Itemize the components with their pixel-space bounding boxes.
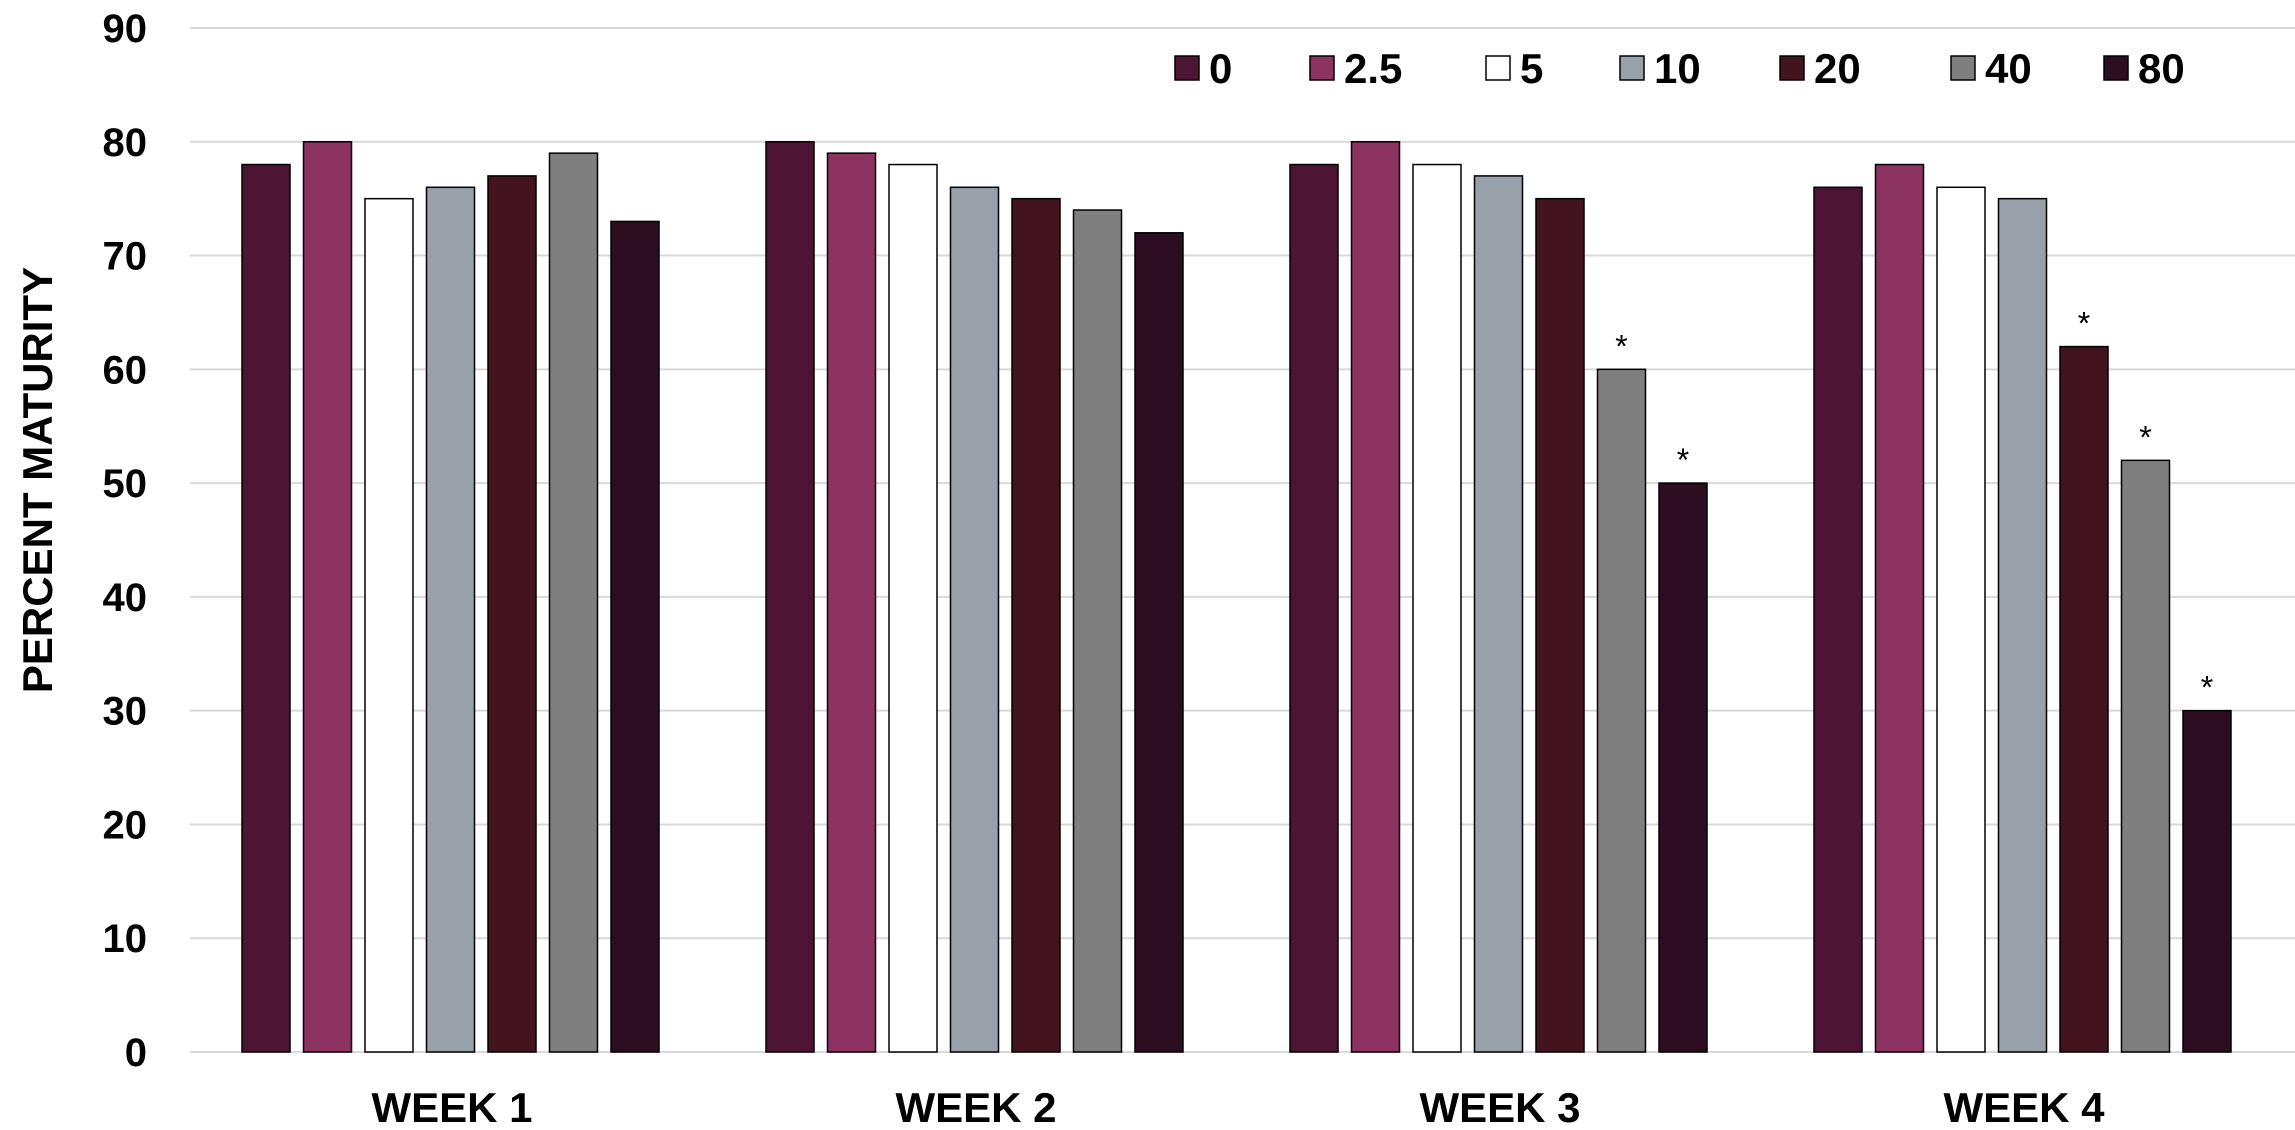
annotation-asterisk: *	[1615, 328, 1627, 364]
legend-label: 20	[1814, 45, 1861, 92]
bar	[1289, 163, 1339, 1053]
bar	[1072, 209, 1123, 1053]
bar	[1535, 197, 1585, 1053]
bar	[765, 141, 815, 1053]
bar	[487, 175, 537, 1053]
bar	[1997, 197, 2048, 1053]
legend-label: 2.5	[1344, 45, 1402, 92]
y-tick-label: 10	[103, 917, 148, 961]
bar	[1874, 163, 1925, 1053]
annotation-asterisk: *	[1677, 442, 1689, 478]
legend-swatch	[1779, 55, 1805, 81]
y-tick-label: 0	[125, 1031, 147, 1075]
bar	[826, 152, 877, 1053]
legend-label: 0	[1209, 45, 1232, 92]
significance-annotations: * * * * *	[1615, 306, 2213, 706]
bar	[1011, 197, 1061, 1053]
y-tick-label: 60	[103, 348, 148, 392]
y-axis-tick-labels: 0 10 20 30 40 50 60 70 80 90	[103, 7, 148, 1075]
bar	[364, 197, 414, 1053]
bars	[241, 141, 2232, 1053]
x-category-label: WEEK 1	[371, 1084, 532, 1130]
legend-label: 5	[1520, 45, 1543, 92]
legend-label: 10	[1654, 45, 1701, 92]
legend-swatch	[1950, 55, 1976, 81]
bar	[1134, 232, 1184, 1053]
gridlines	[190, 27, 2295, 1053]
y-tick-label: 90	[103, 7, 148, 51]
bar	[302, 141, 353, 1053]
annotation-asterisk: *	[2078, 306, 2090, 342]
bar	[2182, 709, 2232, 1053]
bar	[241, 163, 291, 1053]
bar	[888, 163, 938, 1053]
x-category-label: WEEK 4	[1943, 1084, 2105, 1130]
legend-swatch	[1485, 55, 1511, 81]
annotation-asterisk: *	[2201, 670, 2213, 706]
bar	[1412, 163, 1462, 1053]
legend-swatch	[2103, 55, 2129, 81]
bar	[2120, 459, 2171, 1053]
bar	[1350, 141, 1401, 1053]
bar	[1813, 186, 1863, 1053]
bar	[2059, 345, 2109, 1053]
y-tick-label: 80	[103, 121, 148, 165]
y-tick-label: 30	[103, 690, 148, 734]
legend-swatch	[1174, 55, 1200, 81]
legend-swatch	[1619, 55, 1645, 81]
bar	[1473, 175, 1524, 1053]
bar	[425, 186, 476, 1053]
legend-swatch	[1309, 55, 1335, 81]
bar	[610, 220, 660, 1053]
legend-label: 80	[2138, 45, 2185, 92]
x-category-label: WEEK 3	[1419, 1084, 1580, 1130]
x-category-label: WEEK 2	[895, 1084, 1056, 1130]
x-axis-category-labels: WEEK 1 WEEK 2 WEEK 3 WEEK 4	[371, 1084, 2105, 1130]
bar	[1658, 482, 1708, 1053]
y-tick-label: 70	[103, 235, 148, 279]
annotation-asterisk: *	[2139, 419, 2151, 455]
legend: 0 2.5 5 10 20 40 80	[1174, 45, 2185, 92]
y-tick-label: 40	[103, 576, 148, 620]
bar	[1596, 368, 1647, 1053]
bar	[1936, 186, 1986, 1053]
y-tick-label: 50	[103, 462, 148, 506]
legend-label: 40	[1985, 45, 2032, 92]
bar	[548, 152, 599, 1053]
y-axis-label: PERCENT MATURITY	[14, 267, 61, 693]
y-tick-label: 20	[103, 803, 148, 847]
bar	[949, 186, 1000, 1053]
